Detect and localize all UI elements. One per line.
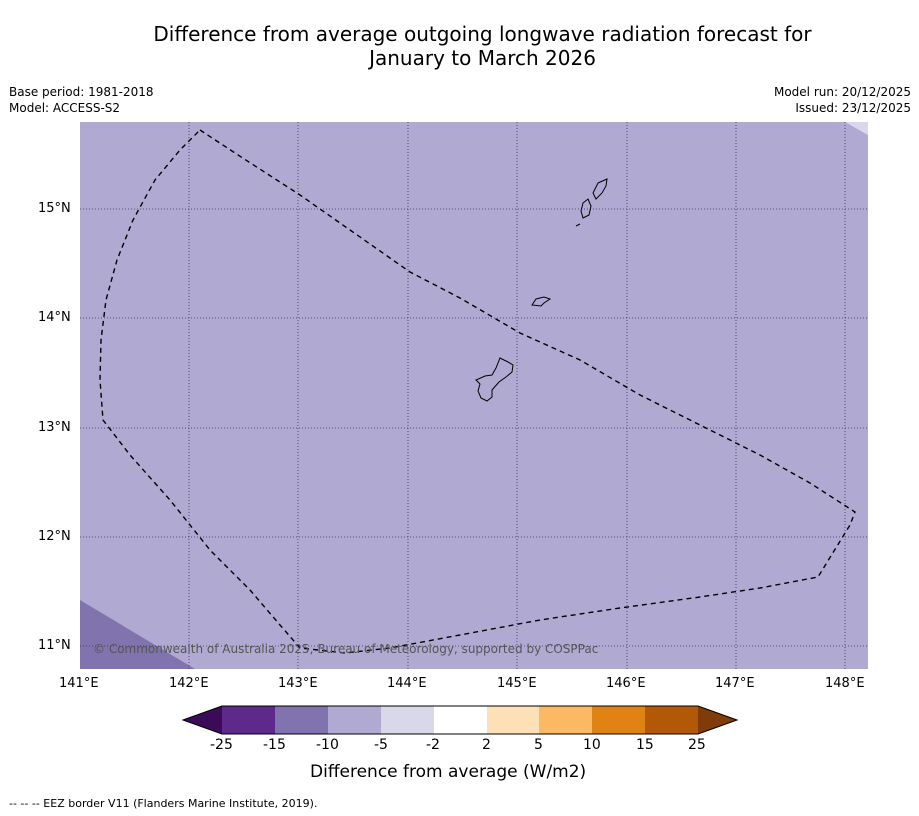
model-run: Model run: 20/12/2025 [773, 85, 911, 99]
colorbar-tick: 25 [688, 737, 706, 753]
lon-label-145: 145°E [497, 676, 537, 691]
map-area[interactable] [80, 122, 868, 669]
colorbar-tick: -10 [316, 737, 339, 753]
tinian-island [580, 198, 592, 219]
colorbar-tick: 15 [636, 737, 654, 753]
ne-corner-fill [845, 122, 868, 135]
lon-label-141: 141°E [59, 676, 99, 691]
lon-label-146: 146°E [606, 676, 646, 691]
guam-island [475, 357, 514, 402]
sw-corner-fill [80, 600, 195, 669]
meta-right: Model run: 20/12/2025 Issued: 23/12/2025 [774, 84, 911, 116]
colorbar-extend-low [183, 706, 222, 734]
colorbar-segment-1 [222, 706, 275, 734]
lat-label-13: 13°N [38, 420, 71, 435]
colorbar-tick: -2 [426, 737, 440, 753]
colorbar-segment-9 [645, 706, 698, 734]
aguijan-island [575, 223, 581, 227]
colorbar-segment-2 [275, 706, 328, 734]
eez-border [99, 129, 856, 654]
colorbar-tick: -5 [374, 737, 388, 753]
rota-island [531, 296, 552, 307]
chart-title: Difference from average outgoing longwav… [0, 22, 919, 70]
saipan-island [592, 178, 608, 200]
title-line-1: Difference from average outgoing longwav… [153, 22, 812, 46]
lat-label-12: 12°N [38, 529, 71, 544]
colorbar-segment-6 [487, 706, 539, 734]
gridlines [80, 122, 868, 669]
colorbar [181, 705, 739, 735]
issued-date: Issued: 23/12/2025 [795, 101, 911, 115]
lat-label-11: 11°N [38, 638, 71, 653]
title-line-2: January to March 2026 [369, 46, 596, 70]
colorbar-tick: -15 [263, 737, 286, 753]
colorbar-tick: 5 [534, 737, 543, 753]
colorbar-segment-3 [328, 706, 381, 734]
colorbar-tick: -25 [210, 737, 233, 753]
colorbar-segment-5 [434, 706, 487, 734]
colorbar-segment-8 [592, 706, 645, 734]
colorbar-segment-4 [381, 706, 434, 734]
lon-label-144: 144°E [387, 676, 427, 691]
lon-label-148: 148°E [825, 676, 865, 691]
colorbar-outline [181, 705, 739, 735]
model-name: Model: ACCESS-S2 [9, 101, 121, 115]
lat-label-14: 14°N [38, 310, 71, 325]
colorbar-tick: 10 [583, 737, 601, 753]
colorbar-title: Difference from average (W/m2) [310, 762, 587, 782]
lon-label-142: 142°E [169, 676, 209, 691]
islands [475, 178, 608, 402]
colorbar-extend-high [698, 706, 737, 734]
colorbar-tick: 2 [482, 737, 491, 753]
lat-label-15: 15°N [38, 201, 71, 216]
meta-left: Base period: 1981-2018 Model: ACCESS-S2 [9, 84, 154, 116]
base-period: Base period: 1981-2018 [9, 85, 154, 99]
colorbar-segment-7 [539, 706, 592, 734]
lon-label-147: 147°E [715, 676, 755, 691]
eez-footnote: -- -- -- EEZ border V11 (Flanders Marine… [9, 797, 318, 810]
copyright-text: © Commonwealth of Australia 2025, Bureau… [93, 642, 599, 656]
lon-label-143: 143°E [278, 676, 318, 691]
